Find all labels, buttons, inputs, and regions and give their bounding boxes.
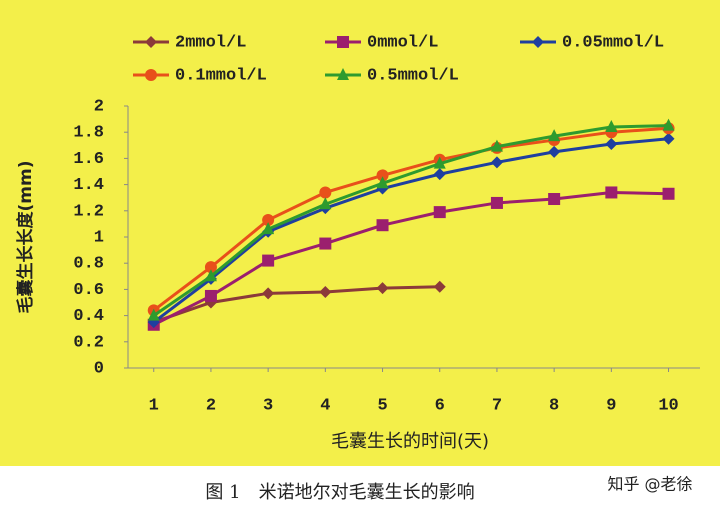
series-line <box>152 124 669 317</box>
marker <box>145 36 157 48</box>
x-tick-label: 6 <box>435 396 445 415</box>
x-tick-label: 5 <box>377 396 387 415</box>
x-tick-label: 2 <box>206 396 216 415</box>
y-tick-label: 1.2 <box>73 202 104 221</box>
marker <box>490 139 503 152</box>
marker <box>262 222 275 235</box>
series-line <box>153 190 669 327</box>
marker <box>376 169 389 182</box>
marker <box>319 197 332 210</box>
marker <box>145 69 157 81</box>
marker <box>204 269 217 282</box>
x-tick-label: 7 <box>492 396 502 415</box>
marker <box>605 137 618 150</box>
y-tick-label: 1 <box>94 228 104 247</box>
marker <box>490 196 503 209</box>
y-tick-label: 2 <box>94 97 104 116</box>
x-tick-label: 4 <box>320 396 330 415</box>
x-tick-label: 8 <box>549 396 559 415</box>
caption: 图 1 米诺地尔对毛囊生长的影响 <box>205 482 474 503</box>
marker <box>548 129 561 142</box>
marker <box>433 156 446 169</box>
legend-label: 0.5mmol/L <box>367 66 459 85</box>
legend-label: 0mmol/L <box>367 33 438 52</box>
marker <box>319 286 332 299</box>
marker <box>662 132 675 145</box>
x-tick-label: 3 <box>263 396 273 415</box>
marker <box>433 168 446 181</box>
marker <box>337 36 349 48</box>
marker <box>662 187 675 200</box>
y-tick-label: 0.6 <box>73 281 104 300</box>
marker <box>376 176 389 189</box>
legend-label: 0.05mmol/L <box>562 33 664 52</box>
y-tick-label: 0.8 <box>73 255 104 274</box>
x-axis-label: 毛囊生长的时间(天) <box>331 431 489 452</box>
y-tick-label: 1.8 <box>73 124 104 143</box>
y-tick-label: 1.4 <box>73 176 104 195</box>
marker <box>262 213 275 226</box>
series-line <box>152 137 669 324</box>
marker <box>376 282 389 295</box>
marker <box>490 156 503 169</box>
marker <box>605 119 618 132</box>
marker <box>433 280 446 293</box>
marker <box>548 145 561 158</box>
marker <box>319 237 332 250</box>
marker <box>548 193 561 206</box>
watermark: 知乎 @老徐 <box>607 475 692 494</box>
marker <box>319 186 332 199</box>
marker <box>147 308 160 321</box>
marker <box>262 254 275 267</box>
marker <box>204 261 217 274</box>
marker <box>605 186 618 199</box>
marker <box>337 68 349 80</box>
x-tick-label: 10 <box>658 396 678 415</box>
marker <box>204 289 217 302</box>
marker <box>662 118 675 131</box>
y-tick-label: 0.4 <box>73 307 104 326</box>
y-tick-label: 0.2 <box>73 333 104 352</box>
x-tick-label: 9 <box>606 396 616 415</box>
marker <box>376 219 389 232</box>
y-tick-label: 1.6 <box>73 150 104 169</box>
y-tick-label: 0 <box>94 359 104 378</box>
legend-label: 2mmol/L <box>175 33 246 52</box>
marker <box>532 36 544 48</box>
legend-label: 0.1mmol/L <box>175 66 267 85</box>
y-axis-label: 毛囊生长长度(mm) <box>15 161 36 314</box>
marker <box>433 206 446 219</box>
x-tick-label: 1 <box>149 396 159 415</box>
series-line <box>153 285 440 324</box>
marker <box>262 287 275 300</box>
series-line <box>152 126 669 312</box>
